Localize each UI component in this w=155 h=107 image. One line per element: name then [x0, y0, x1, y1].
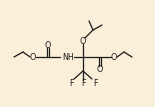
Text: O: O	[97, 65, 103, 74]
Text: F: F	[69, 79, 73, 88]
Text: F: F	[93, 79, 97, 88]
Text: O: O	[45, 41, 51, 50]
Text: O: O	[111, 53, 117, 62]
Text: O: O	[80, 36, 86, 45]
Text: O: O	[30, 53, 36, 62]
Text: NH: NH	[62, 53, 74, 62]
Text: F: F	[81, 80, 85, 88]
